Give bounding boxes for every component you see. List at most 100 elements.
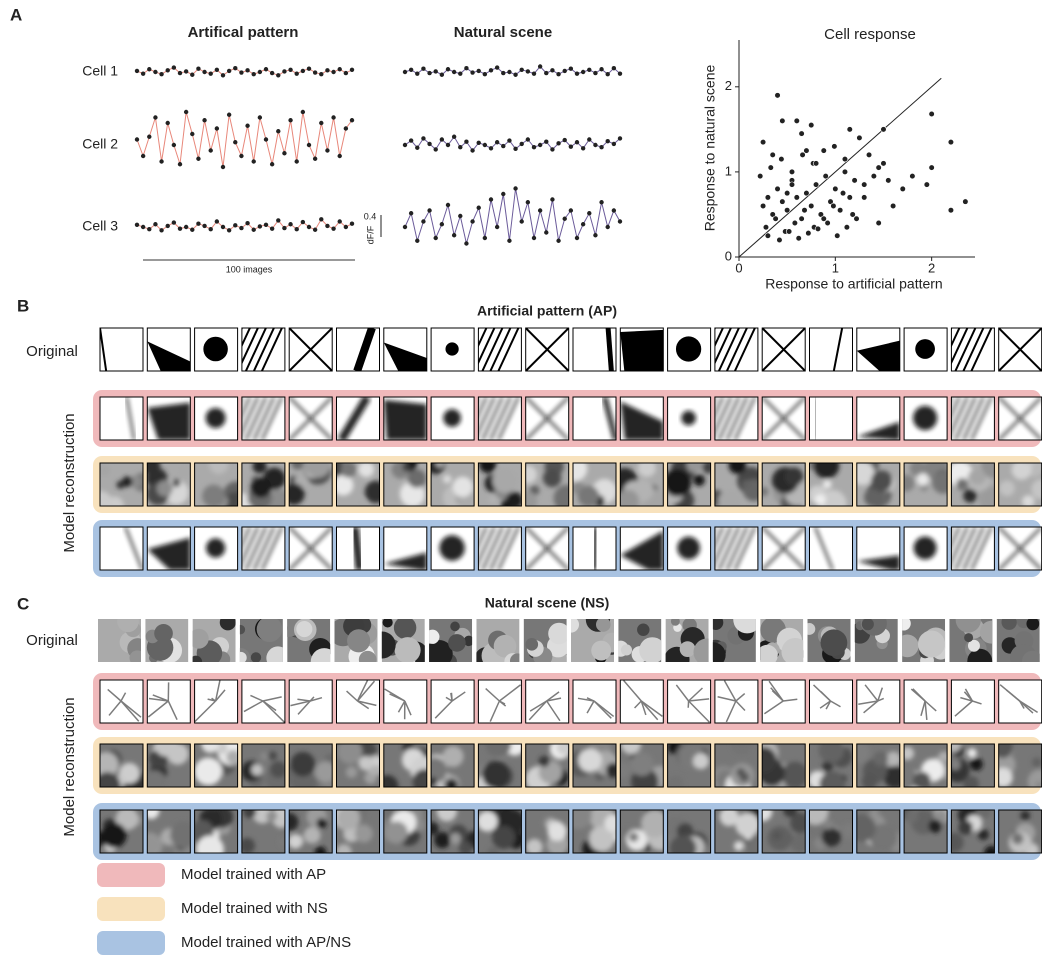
- scatter-point: [804, 190, 810, 196]
- thumb-blob: [539, 756, 550, 767]
- thumb-blob: [266, 646, 289, 669]
- trace-dot: [252, 228, 256, 232]
- scatter-point: [806, 230, 812, 236]
- thumb-blob: [823, 480, 832, 489]
- reconstruction: [384, 527, 427, 570]
- scatter-point: [808, 203, 814, 209]
- scale-unit: dF/F: [365, 225, 375, 244]
- trace-dot: [415, 71, 419, 75]
- trace-dot: [434, 69, 438, 73]
- thumb-blob: [543, 469, 561, 487]
- reconstruction: [857, 680, 900, 723]
- x-tick-label: 2: [928, 260, 935, 275]
- trace-dot: [446, 67, 450, 71]
- reconstruction: [526, 810, 569, 856]
- thumb-blob: [311, 648, 338, 675]
- trace-dot: [215, 68, 219, 72]
- trace-dot: [593, 233, 597, 237]
- thumb-soft: [681, 411, 696, 426]
- trace-dot: [184, 69, 188, 73]
- trace-dot: [495, 140, 499, 144]
- trace-dot: [532, 71, 536, 75]
- thumb-blob: [443, 746, 464, 767]
- trace-dot: [489, 68, 493, 72]
- thumb-blob: [999, 480, 1015, 496]
- thumb-blob: [425, 630, 439, 644]
- ap-original: [620, 328, 663, 371]
- thumb-blob: [824, 820, 834, 830]
- ns-original: [700, 606, 761, 668]
- thumb-blob: [1001, 614, 1016, 629]
- thumb-blob: [785, 467, 804, 486]
- trace-dot: [276, 129, 280, 133]
- trace-dot: [276, 218, 280, 222]
- trace-dot: [282, 226, 286, 230]
- ap-original: [999, 328, 1042, 371]
- ap-original: [431, 328, 474, 371]
- reconstruction: [568, 738, 621, 787]
- thumb-blob: [671, 617, 680, 626]
- trace-dot: [270, 71, 274, 75]
- panel-label: B: [17, 296, 29, 315]
- reconstruction: [95, 807, 143, 853]
- thumb-bg: [100, 527, 143, 570]
- reconstruction: [810, 527, 853, 570]
- reconstruction: [762, 527, 805, 570]
- trace-dot: [538, 208, 542, 212]
- trace-dot: [190, 73, 194, 77]
- reconstruction: [999, 810, 1042, 857]
- thumb-blob: [918, 630, 945, 657]
- reconstruction: [100, 527, 143, 570]
- reconstruction: [289, 680, 332, 723]
- ns-original: [98, 610, 148, 665]
- thumb-blob: [1022, 651, 1042, 672]
- thumb-blob: [969, 468, 985, 484]
- trace-dot: [569, 144, 573, 148]
- thumb-blob: [757, 645, 778, 666]
- trace-dot: [325, 148, 329, 152]
- thumb-blob: [394, 616, 416, 638]
- trace-dot: [331, 70, 335, 74]
- thumb-blob: [591, 641, 611, 661]
- trace-dot: [446, 143, 450, 147]
- scatter-point: [799, 216, 805, 222]
- trace-dot: [325, 224, 329, 228]
- trace-dot: [344, 126, 348, 130]
- trace-dot: [409, 138, 413, 142]
- trace-dot: [606, 72, 610, 76]
- thumb-blob: [956, 607, 981, 632]
- trace-dot: [464, 140, 468, 144]
- row-label: Original: [26, 632, 78, 649]
- reconstruction: [337, 527, 380, 570]
- thumb-blob: [102, 823, 127, 848]
- thumb-blob: [970, 758, 983, 771]
- trace-dot: [184, 225, 188, 229]
- trace-dot: [301, 220, 305, 224]
- panel-label: C: [17, 594, 29, 613]
- scatter-point: [834, 233, 840, 239]
- thumb-blob: [448, 634, 466, 652]
- reconstruction: [992, 737, 1042, 794]
- ns-original: [329, 616, 377, 670]
- trace-dot: [550, 197, 554, 201]
- scatter-point: [831, 203, 837, 209]
- trace-dot: [427, 71, 431, 75]
- scatter-point: [876, 165, 882, 171]
- thumb-blob: [637, 624, 649, 636]
- scatter-point: [890, 203, 896, 209]
- trace-dot: [483, 143, 487, 147]
- thumb-blob: [621, 644, 632, 655]
- reconstruction: [945, 737, 994, 792]
- thumb-blob: [402, 463, 410, 471]
- thumb-blob: [803, 623, 815, 635]
- trace-dot: [295, 227, 299, 231]
- scatter-point: [854, 216, 860, 222]
- thumb-blob: [680, 641, 696, 657]
- ns-original: [145, 619, 188, 663]
- trace-dot: [464, 241, 468, 245]
- scatter-point: [760, 139, 766, 145]
- thumb-blob: [383, 617, 393, 627]
- trace-dot: [215, 219, 219, 223]
- scatter-point: [852, 178, 858, 184]
- thumb-soft: [594, 527, 595, 570]
